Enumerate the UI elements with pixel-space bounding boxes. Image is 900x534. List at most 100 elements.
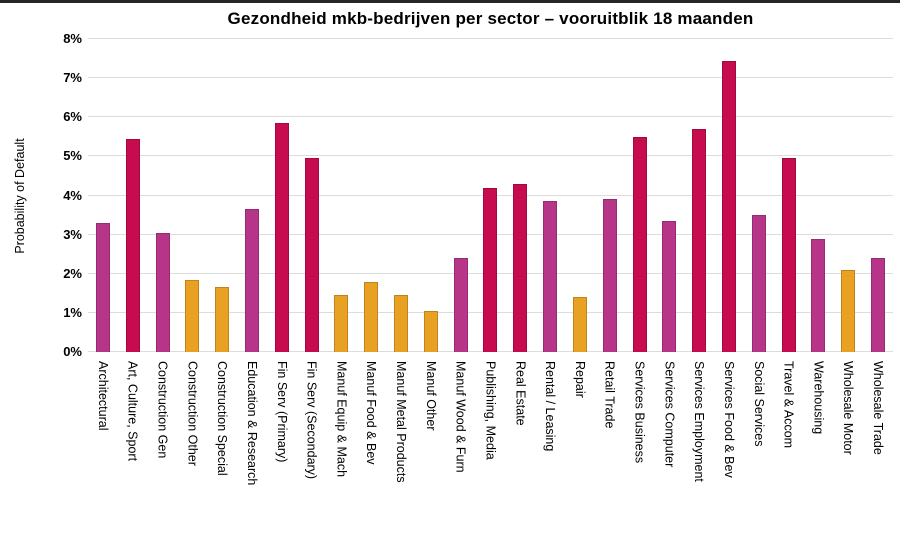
bar-services-business — [632, 136, 647, 352]
bar-slot — [654, 39, 684, 352]
x-label-manuf-other: Manuf Other — [423, 361, 438, 431]
bar-slot — [595, 39, 625, 352]
x-label-education-research: Education & Research — [244, 361, 259, 486]
bars-container — [88, 39, 893, 352]
x-label-slot: Manuf Wood & Furn — [446, 361, 476, 534]
bar-slot — [833, 39, 863, 352]
bar-slot — [476, 39, 506, 352]
y-tick-label: 4% — [63, 187, 82, 203]
bar-slot — [863, 39, 893, 352]
bar-manuf-food-bev — [364, 281, 379, 352]
x-label-wholesale-trade: Wholesale Trade — [871, 361, 886, 455]
bar-wholesale-trade — [871, 258, 886, 352]
y-tick-label: 0% — [63, 344, 82, 359]
x-label-slot: Services Employment — [684, 361, 714, 534]
bar-services-computer — [662, 220, 677, 352]
x-label-slot: Social Services — [744, 361, 774, 534]
x-label-rental-leasing: Rental / Leasing — [543, 361, 558, 452]
bar-slot — [804, 39, 834, 352]
x-label-slot: Architectural — [88, 361, 118, 534]
bar-slot — [446, 39, 476, 352]
bar-slot — [774, 39, 804, 352]
bar-slot — [714, 39, 744, 352]
x-label-social-services: Social Services — [751, 361, 766, 447]
bar-manuf-wood-furn — [453, 258, 468, 352]
y-tick-label: 8% — [63, 31, 82, 46]
bar-services-food-bev — [721, 60, 736, 352]
bar-manuf-metal-products — [394, 295, 409, 352]
x-label-wholesale-motor: Wholesale Motor — [841, 361, 856, 455]
bar-slot — [356, 39, 386, 352]
x-label-slot: Services Food & Bev — [714, 361, 744, 534]
bar-construction-other — [185, 279, 200, 352]
y-tick-label: 3% — [63, 226, 82, 242]
x-label-construction-gen: Construction Gen — [155, 361, 170, 459]
x-label-slot: Manuf Equip & Mach — [327, 361, 357, 534]
x-label-slot: Art, Culture, Sport — [118, 361, 148, 534]
bar-slot — [684, 39, 714, 352]
x-label-services-computer: Services Computer — [662, 361, 677, 468]
gridline — [88, 38, 893, 39]
bar-education-research — [244, 209, 259, 352]
x-label-real-estate: Real Estate — [513, 361, 528, 426]
bar-art-culture-sport — [125, 138, 140, 352]
y-tick-label: 6% — [63, 109, 82, 125]
bar-slot — [88, 39, 118, 352]
gridline — [88, 155, 893, 157]
bar-travel-accom — [781, 158, 796, 352]
top-border-rule — [0, 0, 900, 3]
bar-slot — [297, 39, 327, 352]
bar-repair — [572, 297, 587, 352]
bar-slot — [386, 39, 416, 352]
x-label-services-food-bev: Services Food & Bev — [721, 361, 736, 478]
bar-slot — [148, 39, 178, 352]
bar-slot — [744, 39, 774, 352]
bar-slot — [207, 39, 237, 352]
gridline — [88, 116, 893, 118]
bar-slot — [118, 39, 148, 352]
x-label-slot: Retail Trade — [595, 361, 625, 534]
x-label-architectural: Architectural — [95, 361, 110, 431]
y-tick-label: 2% — [63, 265, 82, 281]
x-label-slot: Manuf Metal Products — [386, 361, 416, 534]
bar-slot — [625, 39, 655, 352]
x-label-travel-accom: Travel & Accom — [781, 361, 796, 449]
x-label-retail-trade: Retail Trade — [602, 361, 617, 429]
x-label-fin-serv-secondary: Fin Serv (Secondary) — [304, 361, 319, 480]
x-label-slot: Real Estate — [505, 361, 535, 534]
bar-fin-serv-secondary — [304, 158, 319, 352]
x-label-construction-other: Construction Other — [185, 361, 200, 466]
bar-slot — [177, 39, 207, 352]
bar-services-employment — [692, 129, 707, 352]
chart-title: Gezondheid mkb-bedrijven per sector – vo… — [227, 9, 754, 28]
x-label-slot: Manuf Food & Bev — [356, 361, 386, 534]
x-label-manuf-equip-mach: Manuf Equip & Mach — [334, 361, 349, 478]
x-label-manuf-food-bev: Manuf Food & Bev — [364, 361, 379, 465]
bar-wholesale-motor — [841, 269, 856, 352]
x-label-slot: Wholesale Trade — [863, 361, 893, 534]
bar-rental-leasing — [543, 201, 558, 352]
y-tick-label: 5% — [63, 148, 82, 164]
x-label-slot: Construction Special — [207, 361, 237, 534]
bar-slot — [565, 39, 595, 352]
x-label-slot: Manuf Other — [416, 361, 446, 534]
x-axis-labels: Architectural Art, Culture, Sport Construc… — [88, 361, 893, 534]
bar-slot — [237, 39, 267, 352]
x-label-services-employment: Services Employment — [692, 361, 707, 482]
x-label-slot: Fin Serv (Primary) — [267, 361, 297, 534]
x-label-slot: Publishing, Media — [476, 361, 506, 534]
bar-slot — [416, 39, 446, 352]
x-label-slot: Fin Serv (Secondary) — [297, 361, 327, 534]
x-label-slot: Travel & Accom — [774, 361, 804, 534]
y-tick-label: 7% — [63, 70, 82, 86]
x-label-warehousing: Warehousing — [811, 361, 826, 435]
bar-construction-gen — [155, 232, 170, 352]
x-label-repair: Repair — [572, 361, 587, 398]
x-label-manuf-metal-products: Manuf Metal Products — [394, 361, 409, 483]
bar-slot — [327, 39, 357, 352]
x-label-slot: Education & Research — [237, 361, 267, 534]
bar-publishing-media — [483, 187, 498, 352]
bar-architectural — [95, 222, 110, 352]
gridline — [88, 77, 893, 79]
